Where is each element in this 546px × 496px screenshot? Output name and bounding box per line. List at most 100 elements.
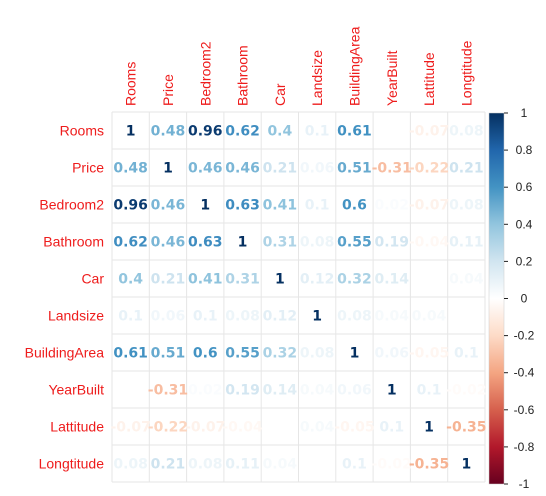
cell-value-car-buildingarea: 0.32 bbox=[337, 272, 372, 288]
cell-value-lattitude-landsize: 0.04 bbox=[300, 420, 335, 436]
cell-value-buildingarea-bathroom: 0.55 bbox=[225, 346, 260, 362]
cell-value-car-bathroom: 0.31 bbox=[225, 272, 260, 288]
column-label: Car bbox=[272, 83, 288, 106]
colorbar-tick-label: -0.2 bbox=[514, 329, 535, 343]
cell-value-price-car: 0.21 bbox=[263, 161, 298, 177]
cell-value-buildingarea-lattitude: -0.05 bbox=[409, 346, 449, 362]
cell-value-buildingarea-longtitude: 0.1 bbox=[454, 346, 479, 362]
cell-value-bedroom2-buildingarea: 0.6 bbox=[342, 198, 367, 214]
cell-value-longtitude-yearbuilt: -0.02 bbox=[372, 457, 412, 473]
row-label: Bathroom bbox=[43, 234, 104, 250]
column-label: Landsize bbox=[309, 50, 325, 106]
cell-value-price-bedroom2: 0.46 bbox=[188, 161, 223, 177]
cell-value-car-bedroom2: 0.41 bbox=[188, 272, 223, 288]
column-label: Lattitude bbox=[421, 52, 437, 106]
row-label: Landsize bbox=[48, 308, 104, 324]
cell-value-bathroom-landsize: 0.08 bbox=[300, 235, 335, 251]
colorbar-tick-label: -1 bbox=[519, 477, 530, 491]
cell-value-yearbuilt-bathroom: 0.19 bbox=[225, 383, 260, 399]
cell-value-landsize-yearbuilt: 0.04 bbox=[374, 309, 409, 325]
cell-value-price-longtitude: 0.21 bbox=[449, 161, 484, 177]
cell-value-bathroom-car: 0.31 bbox=[263, 235, 298, 251]
cell-value-landsize-bathroom: 0.08 bbox=[225, 309, 260, 325]
cell-value-bathroom-yearbuilt: 0.19 bbox=[374, 235, 409, 251]
cell-value-longtitude-rooms: 0.08 bbox=[113, 457, 148, 473]
cell-value-car-yearbuilt: 0.14 bbox=[374, 272, 409, 288]
colorbar-tick-label: -0.8 bbox=[514, 440, 535, 454]
cell-value-price-landsize: 0.06 bbox=[300, 161, 335, 177]
cell-value-landsize-buildingarea: 0.08 bbox=[337, 309, 372, 325]
cell-value-landsize-rooms: 0.1 bbox=[118, 309, 143, 325]
cell-value-price-lattitude: -0.22 bbox=[409, 161, 449, 177]
cell-value-lattitude-yearbuilt: 0.1 bbox=[379, 420, 404, 436]
cell-value-longtitude-longtitude: 1 bbox=[461, 457, 471, 473]
column-label: Bedroom2 bbox=[197, 41, 213, 106]
cell-value-car-longtitude: 0.04 bbox=[449, 272, 484, 288]
cell-value-longtitude-buildingarea: 0.1 bbox=[342, 457, 367, 473]
cell-value-lattitude-car: 0 bbox=[275, 420, 285, 436]
cell-value-price-buildingarea: 0.51 bbox=[337, 161, 372, 177]
colorbar-tick-label: -0.6 bbox=[514, 403, 535, 417]
cell-value-longtitude-bathroom: 0.11 bbox=[225, 457, 260, 473]
cell-value-rooms-landsize: 0.1 bbox=[305, 124, 330, 140]
cell-value-buildingarea-yearbuilt: 0.06 bbox=[374, 346, 409, 362]
cell-value-rooms-price: 0.48 bbox=[151, 124, 186, 140]
column-label: BuildingArea bbox=[346, 26, 362, 106]
cell-value-bedroom2-landsize: 0.1 bbox=[305, 198, 330, 214]
cell-value-bathroom-buildingarea: 0.55 bbox=[337, 235, 372, 251]
cell-value-lattitude-bathroom: -0.04 bbox=[222, 420, 263, 436]
cell-value-landsize-lattitude: 0.04 bbox=[412, 309, 447, 325]
row-label: Price bbox=[72, 160, 104, 176]
cell-value-car-car: 1 bbox=[275, 272, 285, 288]
row-labels: Rooms Price Bedroom2 Bathroom Car Landsize Bui… bbox=[25, 123, 105, 472]
cell-value-rooms-bathroom: 0.62 bbox=[225, 124, 260, 140]
cell-value-buildingarea-landsize: 0.08 bbox=[300, 346, 335, 362]
cell-value-bathroom-bathroom: 1 bbox=[238, 235, 248, 251]
row-label: Car bbox=[81, 271, 104, 287]
cell-value-car-lattitude: 0 bbox=[424, 272, 434, 288]
matrix-cells: 1 0.48 0.96 0.62 0.4 0.1 0.61 -0.07 0.080.48 1 0.4… bbox=[110, 124, 486, 473]
colorbar: 1 0.8 0.6 0.4 0.2 0 -0.2 -0.4 -0.6 -0.8 -1 bbox=[488, 106, 535, 491]
cell-value-landsize-landsize: 1 bbox=[312, 309, 322, 325]
row-label: Bedroom2 bbox=[39, 197, 104, 213]
cell-value-price-bathroom: 0.46 bbox=[225, 161, 260, 177]
cell-value-rooms-longtitude: 0.08 bbox=[449, 124, 484, 140]
cell-value-lattitude-rooms: -0.07 bbox=[110, 420, 150, 436]
column-label: Rooms bbox=[123, 62, 139, 106]
colorbar-tick-label: 0.2 bbox=[516, 254, 533, 268]
cell-value-landsize-price: 0.06 bbox=[151, 309, 186, 325]
colorbar-tick-label: -0.4 bbox=[514, 366, 535, 380]
cell-value-lattitude-price: -0.22 bbox=[148, 420, 188, 436]
cell-value-buildingarea-bedroom2: 0.6 bbox=[193, 346, 218, 362]
cell-value-rooms-rooms: 1 bbox=[126, 124, 136, 140]
cell-value-lattitude-lattitude: 1 bbox=[424, 420, 434, 436]
colorbar-gradient bbox=[488, 112, 505, 485]
cell-value-longtitude-lattitude: -0.35 bbox=[409, 457, 449, 473]
cell-value-car-price: 0.21 bbox=[151, 272, 186, 288]
column-label: YearBuilt bbox=[384, 50, 400, 106]
row-label: Rooms bbox=[60, 123, 104, 139]
matrix-grid bbox=[111, 111, 486, 483]
cell-value-bedroom2-rooms: 0.96 bbox=[113, 198, 148, 214]
column-label: Bathroom bbox=[235, 45, 251, 106]
column-labels: Rooms Price Bedroom2 Bathroom Car Landsize Bui… bbox=[123, 26, 475, 106]
colorbar-tick-label: 0.8 bbox=[516, 143, 533, 157]
cell-value-bedroom2-bathroom: 0.63 bbox=[225, 198, 260, 214]
cell-value-yearbuilt-car: 0.14 bbox=[263, 383, 298, 399]
cell-value-bedroom2-longtitude: 0.08 bbox=[449, 198, 484, 214]
cell-value-rooms-lattitude: -0.07 bbox=[409, 124, 449, 140]
cell-value-lattitude-bedroom2: -0.07 bbox=[185, 420, 225, 436]
colorbar-tick-label: 0.6 bbox=[516, 180, 533, 194]
cell-value-bedroom2-price: 0.46 bbox=[151, 198, 186, 214]
cell-value-bedroom2-lattitude: -0.07 bbox=[409, 198, 449, 214]
row-label: Lattitude bbox=[50, 419, 104, 435]
cell-value-yearbuilt-buildingarea: 0.06 bbox=[337, 383, 372, 399]
column-label: Price bbox=[160, 74, 176, 106]
cell-value-bathroom-longtitude: 0.11 bbox=[449, 235, 484, 251]
cell-value-yearbuilt-yearbuilt: 1 bbox=[387, 383, 397, 399]
cell-value-car-rooms: 0.4 bbox=[118, 272, 143, 288]
cell-value-rooms-car: 0.4 bbox=[267, 124, 292, 140]
cell-value-buildingarea-price: 0.51 bbox=[151, 346, 186, 362]
colorbar-tick-label: 0.4 bbox=[516, 217, 533, 231]
